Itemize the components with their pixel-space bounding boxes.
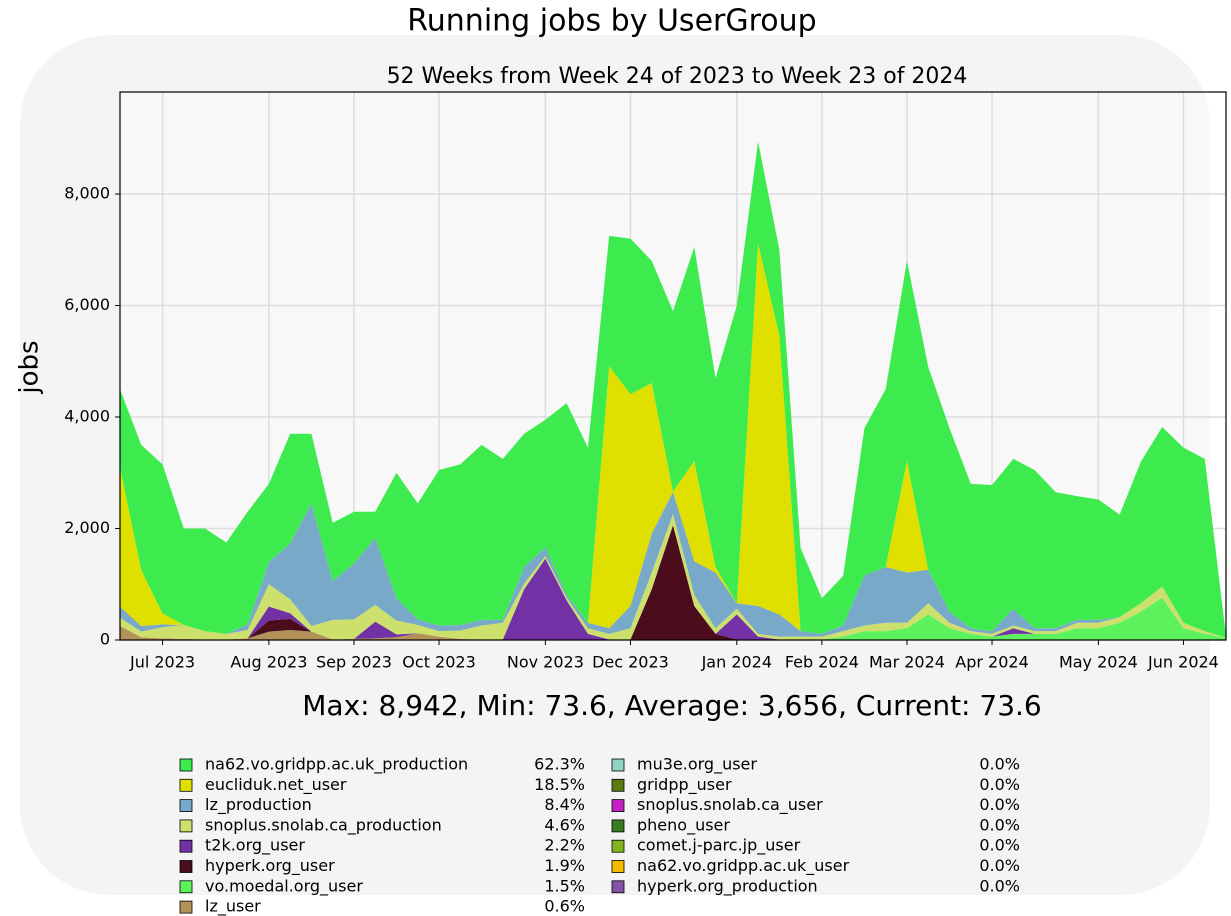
- legend-label: vo.moedal.org_user: [205, 876, 363, 896]
- legend-share: 4.6%: [544, 815, 585, 834]
- legend-share: 0.6%: [544, 897, 585, 916]
- legend-share: 0.0%: [979, 795, 1020, 814]
- x-tick-label: Jan 2024: [701, 653, 772, 672]
- y-tick-label: 6,000: [64, 295, 110, 314]
- legend-swatch: [179, 758, 193, 772]
- legend-swatch: [611, 880, 625, 894]
- legend-swatch: [611, 778, 625, 792]
- legend-share: 8.4%: [544, 795, 585, 814]
- legend-label: hyperk.org_user: [205, 856, 335, 876]
- legend-swatch: [179, 900, 193, 914]
- legend-swatch: [179, 860, 193, 873]
- legend-share: 0.0%: [979, 755, 1020, 774]
- y-tick-label: 2,000: [64, 518, 110, 537]
- legend-label: lz_production: [205, 795, 312, 815]
- legend-share: 18.5%: [534, 775, 585, 794]
- x-tick-label: Jun 2024: [1147, 653, 1219, 672]
- x-tick-label: Jul 2023: [129, 653, 195, 672]
- stats: Max: 8,942, Min: 73.6, Average: 3,656, C…: [302, 689, 1041, 722]
- legend-label: mu3e.org_user: [637, 755, 757, 775]
- x-tick-label: Aug 2023: [230, 653, 307, 672]
- legend-swatch: [179, 839, 193, 853]
- legend-share: 0.0%: [979, 815, 1020, 834]
- legend-label: na62.vo.gridpp.ac.uk_production: [205, 755, 468, 775]
- legend-label: na62.vo.gridpp.ac.uk_user: [637, 856, 850, 876]
- legend-label: hyperk.org_production: [637, 876, 818, 896]
- legend-label: eucliduk.net_user: [205, 775, 347, 795]
- legend-share: 0.0%: [979, 856, 1020, 875]
- area: [120, 141, 1226, 638]
- plot-area: 0 2,000 4,000 6,000 8,000 Jul 2023 Aug 2023 Sep…: [64, 91, 1227, 672]
- x-tick-label: May 2024: [1059, 653, 1138, 672]
- x-tick-label: Oct 2023: [402, 653, 475, 672]
- legend-label: t2k.org_user: [205, 836, 305, 856]
- legend-label: gridpp_user: [637, 775, 732, 795]
- legend-label: snoplus.snolab.ca_user: [637, 795, 823, 815]
- legend-swatch: [179, 819, 193, 833]
- chart-title: Running jobs by UserGroup: [407, 4, 816, 39]
- legend-share: 1.5%: [544, 876, 585, 895]
- legend-swatch: [611, 758, 625, 772]
- legend-swatch: [611, 860, 625, 873]
- legend-swatch: [611, 799, 625, 812]
- legend-swatch: [179, 799, 193, 812]
- legend-swatch: [611, 839, 625, 853]
- area: [120, 525, 1226, 640]
- legend-share: 62.3%: [534, 755, 585, 774]
- x-tick-label: Apr 2024: [955, 653, 1028, 672]
- legend-share: 2.2%: [544, 836, 585, 855]
- legend-label: snoplus.snolab.ca_production: [205, 815, 442, 835]
- x-tick-label: Nov 2023: [507, 653, 584, 672]
- area: [120, 597, 1226, 640]
- y-tick-label: 4,000: [64, 407, 110, 426]
- y-tick-label: 0: [100, 630, 110, 649]
- legend-label: lz_user: [205, 897, 261, 916]
- legend-share: 0.0%: [979, 775, 1020, 794]
- x-tick-label: Feb 2024: [785, 653, 859, 672]
- area: [120, 491, 1226, 638]
- legend-swatch: [179, 880, 193, 894]
- legend-swatch: [179, 778, 193, 792]
- legend-label: pheno_user: [637, 815, 730, 835]
- x-tick-label: Mar 2024: [869, 653, 945, 672]
- plot-frame: [119, 91, 1227, 641]
- x-tick-label: Dec 2023: [592, 653, 669, 672]
- legend-share: 1.9%: [544, 856, 585, 875]
- chart-subtitle: 52 Weeks from Week 24 of 2023 to Week 23…: [387, 64, 968, 89]
- y-axis-label: jobs: [15, 340, 45, 394]
- legend-share: 0.0%: [979, 836, 1020, 855]
- legend: na62.vo.gridpp.ac.uk_production 62.3% eucl…: [179, 755, 1020, 916]
- x-tick-label: Sep 2023: [316, 653, 392, 672]
- legend-swatch: [611, 819, 625, 833]
- y-tick-label: 8,000: [64, 184, 110, 203]
- legend-share: 0.0%: [979, 876, 1020, 895]
- legend-label: comet.j-parc.jp_user: [637, 836, 801, 856]
